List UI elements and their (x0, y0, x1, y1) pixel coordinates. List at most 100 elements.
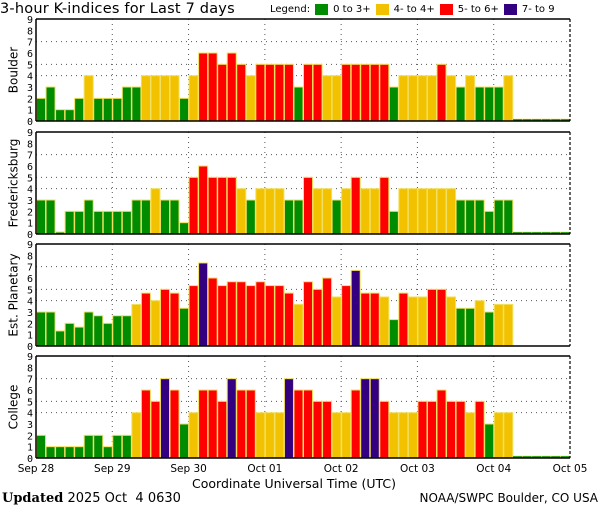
y-tick-label: 9 (27, 128, 33, 139)
bar (217, 285, 228, 347)
bar (255, 188, 266, 235)
bar (83, 75, 94, 122)
y-tick-label: 0 (27, 342, 33, 353)
bar (341, 285, 352, 347)
legend-item-label: 4- to 4+ (393, 4, 435, 15)
k-index-chart: 0123456789Boulder0123456789Fredericksbur… (7, 15, 588, 475)
bar (226, 281, 237, 347)
y-tick-label: 6 (27, 162, 33, 173)
bar (493, 412, 504, 459)
bar (312, 288, 323, 347)
bar (45, 86, 56, 122)
bar (64, 322, 75, 347)
bar (55, 446, 66, 459)
bar (398, 292, 409, 347)
legend-item-label: 7- to 9 (521, 4, 555, 15)
bar (102, 322, 113, 347)
bar (417, 400, 428, 459)
updated-value: 2025 Oct 4 0630 (67, 491, 181, 506)
bar (379, 296, 390, 347)
bar (207, 277, 218, 347)
bar (159, 378, 170, 459)
bar (102, 97, 113, 122)
legend-swatch (375, 4, 389, 15)
bar (102, 446, 113, 459)
bar (198, 52, 209, 122)
bar (217, 400, 228, 459)
bar (350, 269, 361, 347)
bar (159, 199, 170, 235)
bar (264, 285, 275, 347)
bar (131, 86, 142, 122)
bar (436, 63, 447, 122)
bar (360, 63, 371, 122)
y-tick-label: 5 (27, 397, 33, 408)
y-tick-label: 3 (27, 420, 33, 431)
bar (341, 63, 352, 122)
bar (112, 434, 123, 459)
bar (255, 281, 266, 347)
bar (322, 75, 333, 122)
bar (369, 63, 380, 122)
bar (303, 176, 314, 235)
bar (322, 400, 333, 459)
x-tick-label: Sep 29 (94, 463, 131, 475)
bar (503, 199, 514, 235)
bar (274, 188, 285, 235)
bar (322, 277, 333, 347)
bar (102, 210, 113, 235)
bar (493, 199, 504, 235)
y-tick-label: 0 (27, 117, 33, 128)
bar (369, 188, 380, 235)
y-tick-label: 2 (27, 207, 33, 218)
bar (112, 315, 123, 347)
y-tick-label: 7 (27, 38, 33, 49)
y-tick-label: 1 (27, 106, 33, 117)
bar (64, 210, 75, 235)
bar (55, 109, 66, 122)
bar (226, 176, 237, 235)
bar (426, 288, 438, 347)
bar (446, 296, 457, 347)
bar (274, 412, 285, 459)
bar (398, 75, 409, 122)
y-tick-label: 5 (27, 285, 33, 296)
y-tick-label: 7 (27, 151, 33, 162)
y-tick-label: 0 (27, 454, 33, 465)
bar (331, 412, 342, 459)
y-tick-label: 4 (27, 185, 33, 196)
panel-label: College (7, 385, 21, 430)
bar (245, 199, 256, 235)
bar (169, 199, 180, 235)
y-tick-label: 1 (27, 443, 33, 454)
bar (484, 210, 495, 235)
bar (293, 303, 304, 347)
bar (150, 75, 161, 122)
bar (36, 199, 47, 235)
y-tick-label: 6 (27, 386, 33, 397)
bar (436, 288, 447, 347)
bar (465, 412, 476, 459)
bar (245, 389, 256, 459)
panel-label: Fredericksburg (7, 139, 21, 228)
bar (207, 176, 218, 235)
bar (74, 210, 85, 235)
bar (503, 303, 514, 347)
y-tick-label: 3 (27, 196, 33, 207)
y-tick-label: 9 (27, 352, 33, 363)
bar (45, 199, 56, 235)
y-tick-label: 1 (27, 331, 33, 342)
bar (83, 434, 94, 459)
bar (446, 75, 457, 122)
panel-label: Boulder (7, 47, 21, 94)
y-tick-label: 2 (27, 94, 33, 105)
bar (350, 176, 361, 235)
bar (74, 97, 85, 122)
bar (83, 311, 94, 347)
bar (484, 86, 495, 122)
bar (446, 400, 457, 459)
bar (398, 188, 409, 235)
bar (493, 303, 504, 347)
bar (64, 446, 75, 459)
bar (407, 296, 418, 347)
